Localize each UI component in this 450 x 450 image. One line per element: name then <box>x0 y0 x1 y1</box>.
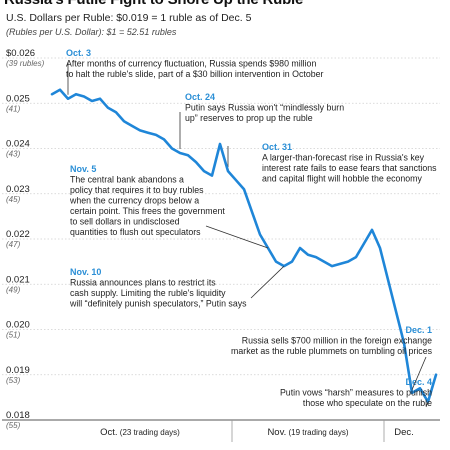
y-tick-sublabel: (45) <box>6 195 21 204</box>
y-tick-sublabel: (49) <box>6 285 21 294</box>
y-tick-label: 0.018 <box>6 410 30 421</box>
annotation-date: Nov. 5 <box>70 164 96 174</box>
annotation-text: to halt the ruble's slide, part of a $30… <box>66 69 323 79</box>
y-tick-label: $0.026 <box>6 48 35 59</box>
annotation-text: The central bank abandons a <box>70 175 184 185</box>
annotation-text: when the currency drops below a <box>69 196 199 206</box>
annotation-date: Nov. 10 <box>70 267 101 277</box>
y-tick-label: 0.019 <box>6 365 30 376</box>
annotation-text: Russia sells $700 million in the foreign… <box>242 336 432 346</box>
annotation-text: Putin says Russia won't “mindlessly burn <box>185 103 344 113</box>
x-category-label: Nov. (19 trading days) <box>267 427 348 438</box>
annotation: Oct. 31A larger-than-forecast rise in Ru… <box>262 142 437 184</box>
annotation-text: A larger-than-forecast rise in Russia's … <box>262 153 425 163</box>
series-line <box>50 88 438 404</box>
annotation-text: those who speculate on the ruble <box>303 398 432 408</box>
annotation-text: Putin vows “harsh” measures to punish <box>280 388 432 398</box>
annotation-text: cash supply. Limiting the ruble's liquid… <box>70 288 226 298</box>
annotation-text: and capital flight will hobble the econo… <box>262 174 423 184</box>
annotation-text: Russia announces plans to restrict its <box>70 278 216 288</box>
annotation-text: After months of currency fluctuation, Ru… <box>66 59 316 69</box>
y-tick-sublabel: (53) <box>6 376 21 385</box>
y-tick-label: 0.020 <box>6 320 30 331</box>
y-tick-label: 0.024 <box>6 139 30 150</box>
chart-title: Russia's Futile Fight to Shore Up the Ru… <box>4 0 303 8</box>
annotation-text: quantities to flush out speculators <box>70 227 201 237</box>
chart-note: (Rubles per U.S. Dollar): $1 = 52.51 rub… <box>6 27 177 37</box>
y-tick-label: 0.025 <box>6 93 30 104</box>
x-category-label: Dec. <box>394 427 414 438</box>
chart-subtitle: U.S. Dollars per Ruble: $0.019 = 1 ruble… <box>6 12 252 24</box>
annotation-text: certain point. This frees the government <box>70 206 225 216</box>
annotation-connector <box>250 265 285 299</box>
annotation-date: Dec. 1 <box>405 325 432 335</box>
annotation-connector <box>411 356 427 391</box>
annotation-connector <box>205 225 269 249</box>
annotation-date: Oct. 31 <box>262 142 292 152</box>
x-category-label: Oct. (23 trading days) <box>100 427 180 438</box>
annotation-date: Oct. 3 <box>66 48 91 58</box>
y-tick-label: 0.021 <box>6 274 30 285</box>
y-tick-sublabel: (41) <box>6 104 21 113</box>
annotation-text: to sell dollars in undisclosed <box>70 217 180 227</box>
y-tick-sublabel: (47) <box>6 240 21 249</box>
annotation-date: Dec. 4 <box>405 377 432 387</box>
y-tick-sublabel: (51) <box>6 331 21 340</box>
y-tick-sublabel: (55) <box>6 421 21 430</box>
annotation-connector <box>425 401 429 408</box>
annotation-text: market as the ruble plummets on tumbling… <box>231 346 433 356</box>
y-tick-label: 0.022 <box>6 229 30 240</box>
annotation-text: interest rate fails to ease fears that s… <box>262 163 437 173</box>
y-tick-sublabel: (43) <box>6 150 21 159</box>
y-tick-sublabel: (39 rubles) <box>6 59 45 68</box>
annotation-text: up” reserves to prop up the ruble <box>185 113 313 123</box>
y-tick-label: 0.023 <box>6 184 30 195</box>
annotation-date: Oct. 24 <box>185 92 215 102</box>
annotation-text: policy that requires it to buy rubles <box>70 185 204 195</box>
annotation-text: will “definitely punish speculators,” Pu… <box>69 299 247 309</box>
